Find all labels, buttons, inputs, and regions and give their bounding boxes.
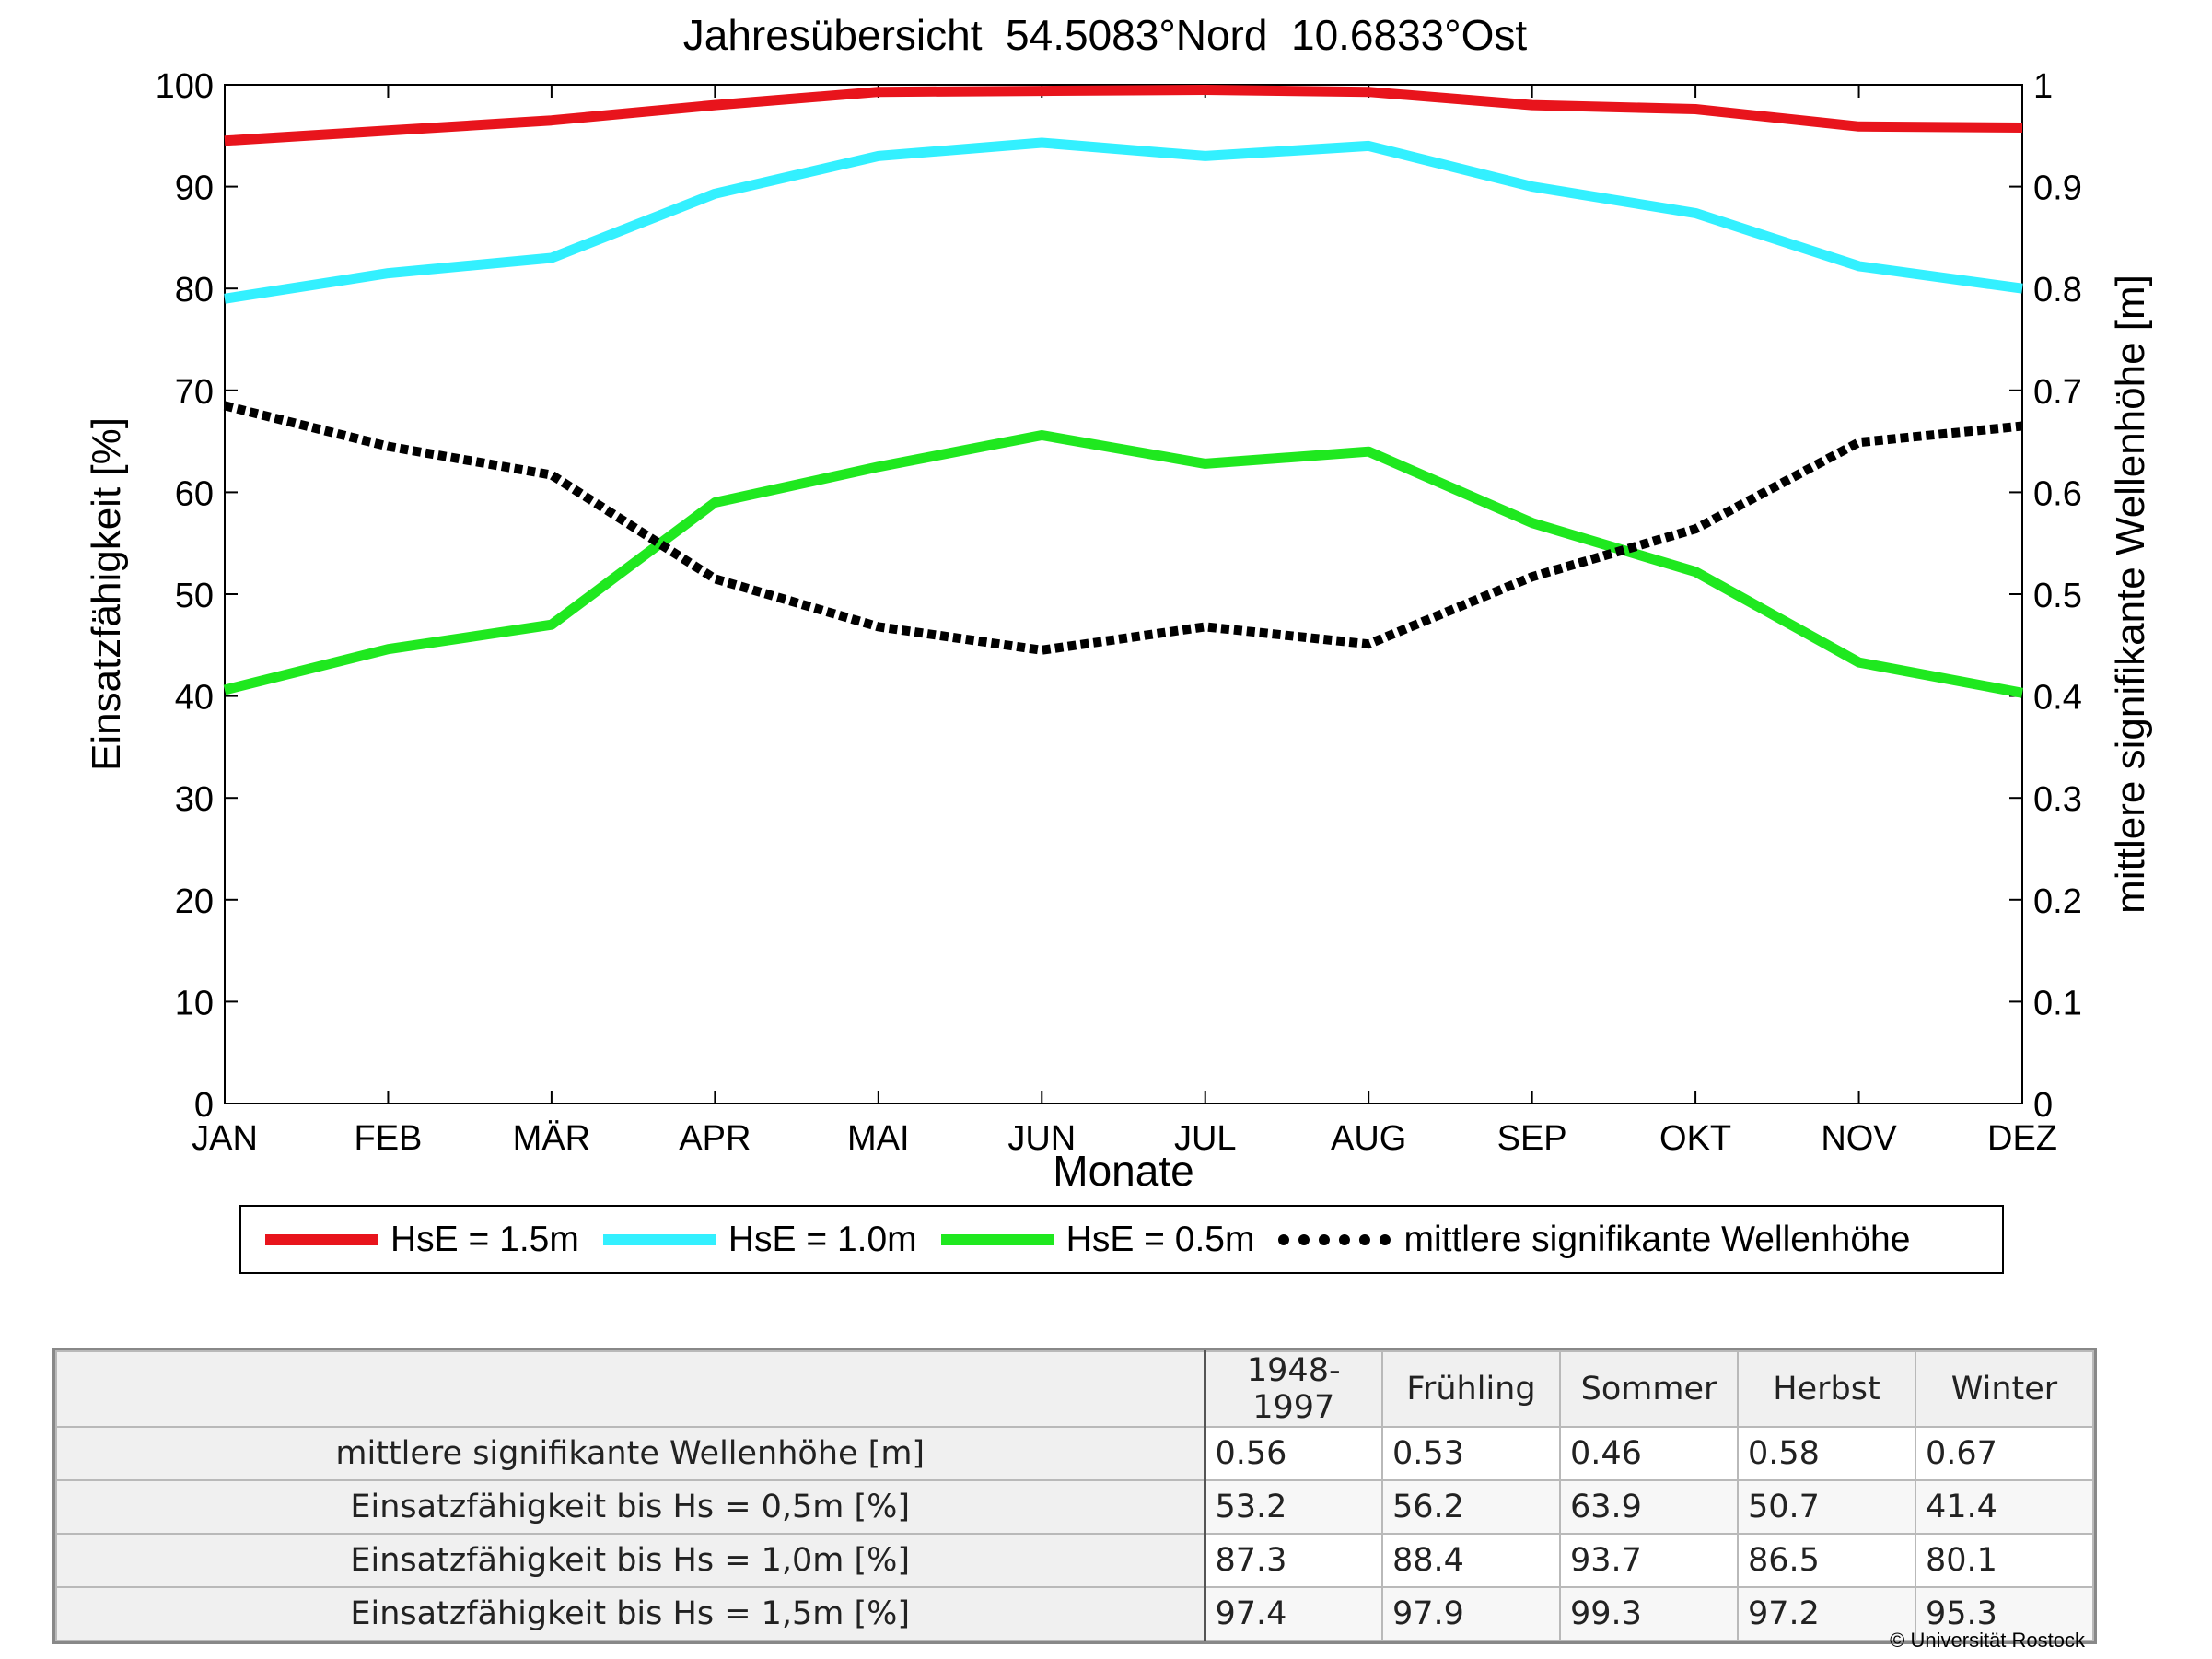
x-tick-label: OKT (1659, 1119, 1731, 1158)
table-cell: 97.4 (1204, 1586, 1383, 1641)
plot-area (224, 84, 2023, 1104)
x-axis-label: Monate (1053, 1147, 1193, 1195)
left-tick-label: 10 (175, 984, 214, 1022)
right-tick-label: 1 (2033, 67, 2053, 106)
table-corner-cell (55, 1350, 1206, 1428)
table-row-label: Einsatzfähigkeit bis Hs = 1,0m [%] (55, 1533, 1206, 1588)
right-tick-label: 0.8 (2033, 271, 2082, 310)
left-axis-ticks: 0 10 20 30 40 50 60 70 80 90 100 (156, 67, 238, 1125)
right-tick-label: 0.5 (2033, 577, 2082, 615)
table-cell: 87.3 (1204, 1533, 1383, 1588)
legend-item-hse-1-5: HsE = 1.5m (241, 1220, 579, 1260)
left-tick-label: 40 (175, 679, 214, 718)
table-column-header: Frühling (1381, 1350, 1561, 1428)
x-tick-label: MAI (847, 1119, 910, 1158)
table-cell: 53.2 (1204, 1479, 1383, 1535)
legend-swatch-green (940, 1233, 1054, 1245)
x-tick-label: MÄR (513, 1119, 590, 1158)
table-cell: 0.58 (1737, 1426, 1916, 1481)
legend-label: mittlere signifikante Wellenhöhe (1403, 1219, 1911, 1259)
series-line-1 (224, 85, 2023, 146)
series-line-4 (223, 401, 2023, 655)
legend-label: HsE = 0.5m (1065, 1219, 1255, 1259)
table-row: Einsatzfähigkeit bis Hs = 1,5m [%] 97.4 … (55, 1586, 2094, 1641)
legend-item-hse-1-0: HsE = 1.0m (579, 1220, 917, 1260)
right-tick-label: 0.2 (2033, 882, 2082, 921)
left-tick-label: 60 (175, 474, 214, 513)
table-cell: 41.4 (1915, 1479, 2094, 1535)
left-tick-label: 30 (175, 780, 214, 819)
left-tick-label: 0 (194, 1086, 214, 1125)
table-column-header: Sommer (1559, 1350, 1739, 1428)
statistics-table: 1948-1997 Frühling Sommer Herbst Winter … (52, 1348, 2097, 1644)
left-tick-label: 90 (175, 169, 214, 208)
table-cell: 63.9 (1559, 1479, 1739, 1535)
table-column-header: Herbst (1737, 1350, 1916, 1428)
right-tick-label: 0.4 (2033, 679, 2082, 718)
right-axis-ticks: 0 0.1 0.2 0.3 0.4 0.5 0.6 0.7 0.8 0.9 1 (2009, 67, 2082, 1125)
x-tick-label: FEB (355, 1119, 423, 1158)
legend-swatch-red (265, 1233, 378, 1245)
left-tick-label: 70 (175, 373, 214, 412)
table-row-label: Einsatzfähigkeit bis Hs = 1,5m [%] (55, 1586, 1206, 1641)
right-tick-label: 0 (2033, 1086, 2053, 1125)
table-cell: 50.7 (1737, 1479, 1916, 1535)
table-column-header: 1948-1997 (1204, 1350, 1383, 1428)
right-tick-label: 0.9 (2033, 169, 2082, 208)
table-cell: 97.9 (1381, 1586, 1561, 1641)
table-row: mittlere signifikante Wellenhöhe [m] 0.5… (55, 1426, 2094, 1481)
table-cell: 93.7 (1559, 1533, 1739, 1588)
x-tick-label: AUG (1331, 1119, 1406, 1158)
table-cell: 0.46 (1559, 1426, 1739, 1481)
x-tick-label: APR (679, 1119, 751, 1158)
left-tick-label: 50 (175, 577, 214, 615)
table-row-label: mittlere signifikante Wellenhöhe [m] (55, 1426, 1206, 1481)
x-tick-label: JAN (192, 1119, 258, 1158)
legend-item-hse-0-5: HsE = 0.5m (917, 1219, 1255, 1260)
table-cell: 56.2 (1381, 1479, 1561, 1535)
line-chart: Jahresübersicht 54.5083°Nord 10.6833°Ost… (84, 11, 2153, 1195)
left-tick-label: 100 (156, 67, 214, 106)
table-cell: 0.53 (1381, 1426, 1561, 1481)
table-row: Einsatzfähigkeit bis Hs = 0,5m [%] 53.2 … (55, 1479, 2094, 1535)
x-tick-label: DEZ (1987, 1119, 2057, 1158)
x-tick-label: JUL (1174, 1119, 1237, 1158)
x-tick-label: NOV (1821, 1119, 1897, 1158)
table-cell: 0.56 (1204, 1426, 1383, 1481)
x-tick-label: SEP (1497, 1119, 1567, 1158)
table-row: Einsatzfähigkeit bis Hs = 1,0m [%] 87.3 … (55, 1533, 2094, 1588)
legend-swatch-dotted (1278, 1233, 1391, 1245)
table-header-row: 1948-1997 Frühling Sommer Herbst Winter (55, 1350, 2094, 1428)
table-cell: 97.2 (1737, 1586, 1916, 1641)
series-line-3 (223, 430, 2024, 698)
right-tick-label: 0.6 (2033, 474, 2082, 513)
table-cell: 88.4 (1381, 1533, 1561, 1588)
chart-title: Jahresübersicht 54.5083°Nord 10.6833°Ost (683, 11, 1528, 59)
right-tick-label: 0.7 (2033, 373, 2082, 412)
left-tick-label: 20 (175, 882, 214, 921)
x-axis-ticks: JAN FEB MÄR APR MAI JUN JUL AUG SEP OKT NOV DEZ (192, 85, 2057, 1158)
legend-swatch-cyan (602, 1233, 716, 1245)
series-lines (223, 85, 2024, 698)
table-column-header: Winter (1915, 1350, 2094, 1428)
right-tick-label: 0.3 (2033, 780, 2082, 819)
legend-label: HsE = 1.0m (728, 1219, 917, 1259)
legend-item-wave-height: mittlere signifikante Wellenhöhe (1254, 1220, 1910, 1260)
left-tick-label: 80 (175, 271, 214, 310)
chart-legend: HsE = 1.5m HsE = 1.0m HsE = 0.5m mittler… (239, 1205, 2004, 1274)
table-cell: 95.3 (1915, 1586, 2094, 1641)
right-tick-label: 0.1 (2033, 984, 2082, 1022)
x-tick-label: JUN (1007, 1119, 1076, 1158)
table-row-label: Einsatzfähigkeit bis Hs = 0,5m [%] (55, 1479, 1206, 1535)
copyright-notice: © Universität Rostock (1890, 1629, 2085, 1652)
legend-label: HsE = 1.5m (390, 1219, 579, 1259)
table-cell: 0.67 (1915, 1426, 2094, 1481)
table-cell: 80.1 (1915, 1533, 2094, 1588)
series-line-2 (224, 137, 2023, 304)
table-cell: 99.3 (1559, 1586, 1739, 1641)
table-cell: 86.5 (1737, 1533, 1916, 1588)
y-axis-label-left: Einsatzfähigkeit [%] (84, 417, 129, 771)
y-axis-label-right: mittlere signifikante Wellenhöhe [m] (2108, 275, 2153, 914)
